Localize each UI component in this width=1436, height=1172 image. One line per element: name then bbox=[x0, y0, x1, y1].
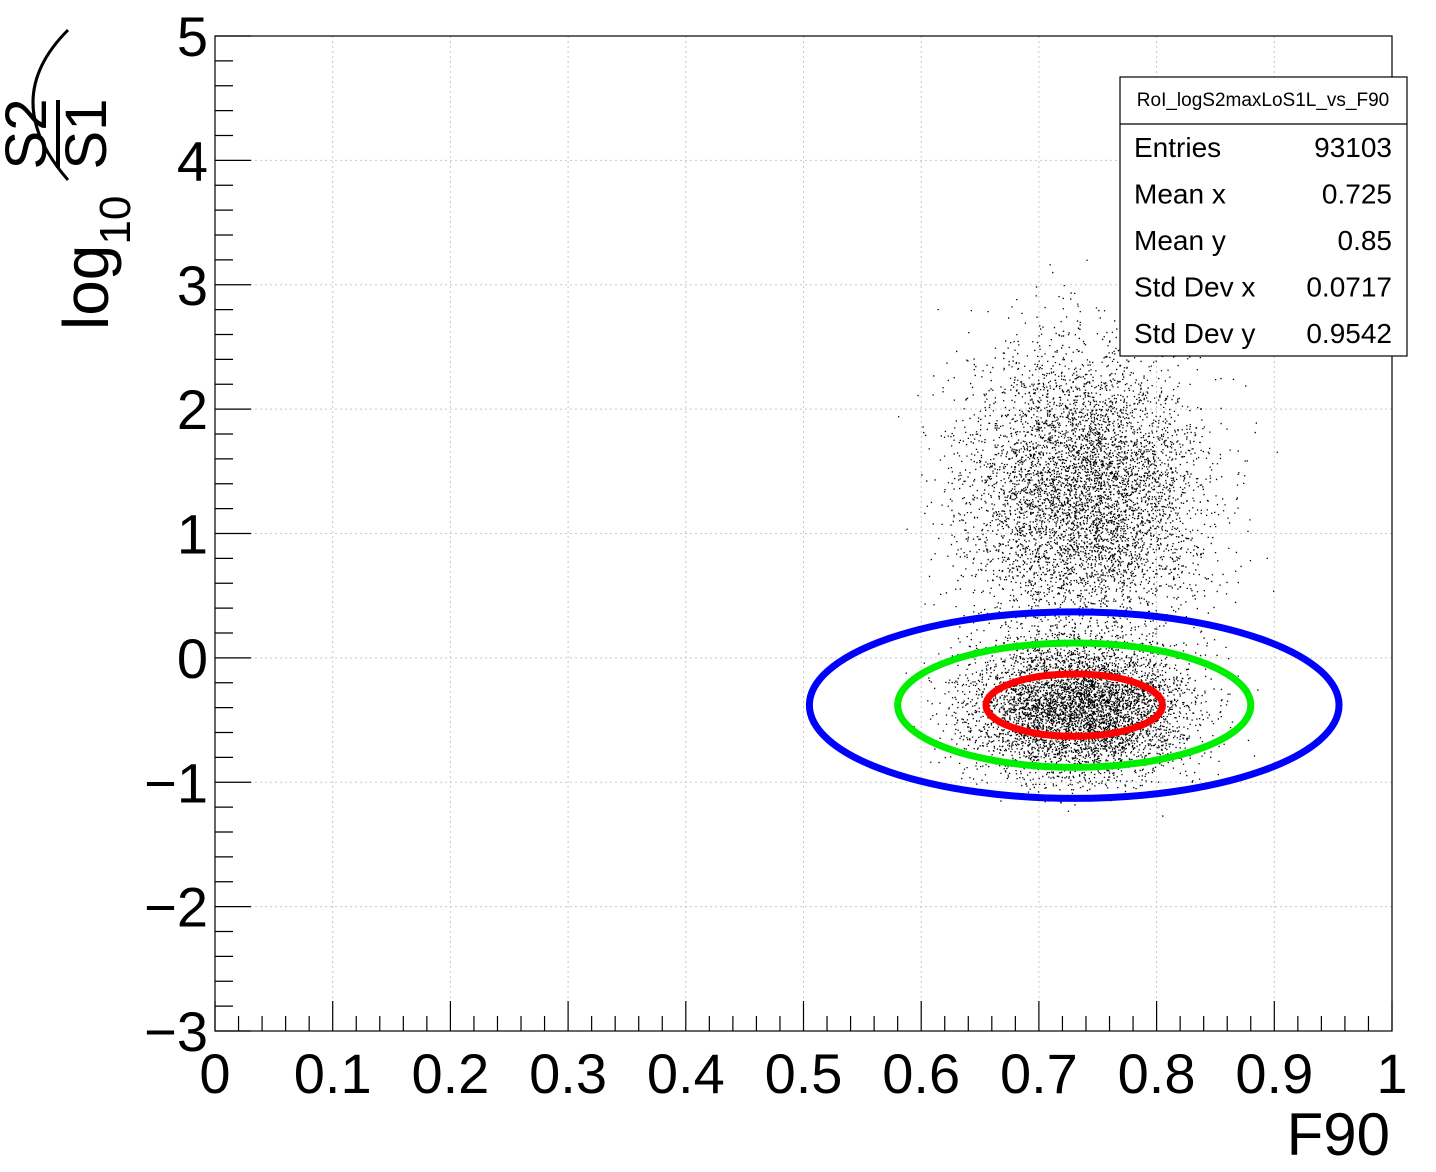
y-tick-label: −2 bbox=[144, 876, 208, 939]
y-axis-label-subscript: 10 bbox=[91, 196, 140, 245]
y-axis-label-denominator: S1 bbox=[54, 99, 119, 170]
x-tick-labels: 0 0.1 0.2 0.3 0.4 0.5 0.6 0.7 0.8 0.9 1 bbox=[199, 1042, 1407, 1105]
y-tick-label: −1 bbox=[144, 751, 208, 814]
y-tick-label: 2 bbox=[177, 378, 208, 441]
contour-ellipses bbox=[805, 608, 1343, 802]
x-tick-label: 0.5 bbox=[765, 1042, 843, 1105]
y-tick-labels: −3 −2 −1 0 1 2 3 4 5 bbox=[144, 5, 208, 1063]
x-tick-label: 1 bbox=[1376, 1042, 1407, 1105]
y-tick-label: 3 bbox=[177, 254, 208, 317]
x-tick-label: 0.8 bbox=[1118, 1042, 1196, 1105]
y-tick-label: −3 bbox=[144, 1000, 208, 1063]
y-tick-label: 1 bbox=[177, 503, 208, 566]
stats-value: 0.725 bbox=[1322, 179, 1392, 210]
contour-ellipse-1 bbox=[894, 639, 1255, 771]
stats-value: 0.85 bbox=[1338, 225, 1393, 256]
stats-value: 93103 bbox=[1314, 132, 1392, 163]
x-tick-label: 0.1 bbox=[294, 1042, 372, 1105]
y-axis-label-numerator: S2 bbox=[0, 99, 59, 170]
y-axis-label-left-paren bbox=[31, 28, 70, 181]
x-tick-label: 0.6 bbox=[882, 1042, 960, 1105]
contour-ellipse-2 bbox=[982, 670, 1166, 740]
x-tick-label: 0.9 bbox=[1235, 1042, 1313, 1105]
stats-value: 0.9542 bbox=[1306, 318, 1392, 349]
stats-label: Std Dev x bbox=[1134, 272, 1255, 303]
svg-text:log10: log10 bbox=[50, 196, 140, 330]
x-tick-label: 0.2 bbox=[411, 1042, 489, 1105]
y-tick-label: 5 bbox=[177, 5, 208, 68]
y-tick-label: 0 bbox=[177, 627, 208, 690]
scatter-point-cloud bbox=[898, 259, 1278, 817]
stats-box: RoI_logS2maxLoS1L_vs_F90 Entries 93103 Mea… bbox=[1119, 76, 1408, 357]
scatter-points bbox=[898, 259, 1278, 817]
stats-label: Mean y bbox=[1134, 225, 1226, 256]
stats-label: Mean x bbox=[1134, 179, 1226, 210]
y-axis-label-log: log bbox=[50, 245, 122, 330]
stats-value: 0.0717 bbox=[1306, 272, 1392, 303]
y-axis-label: log10 S2 S1 bbox=[0, 28, 140, 330]
x-axis-label: F90 bbox=[1287, 1101, 1390, 1168]
axis-ticks bbox=[214, 35, 1393, 1032]
stats-label: Entries bbox=[1134, 132, 1221, 163]
x-tick-label: 0.3 bbox=[529, 1042, 607, 1105]
x-tick-label: 0 bbox=[199, 1042, 230, 1105]
stats-box-title: RoI_logS2maxLoS1L_vs_F90 bbox=[1137, 90, 1389, 111]
y-tick-label: 4 bbox=[177, 129, 208, 192]
x-tick-label: 0.4 bbox=[647, 1042, 725, 1105]
contour-ellipse-0 bbox=[805, 608, 1343, 802]
x-tick-label: 0.7 bbox=[1000, 1042, 1078, 1105]
stats-label: Std Dev y bbox=[1134, 318, 1255, 349]
